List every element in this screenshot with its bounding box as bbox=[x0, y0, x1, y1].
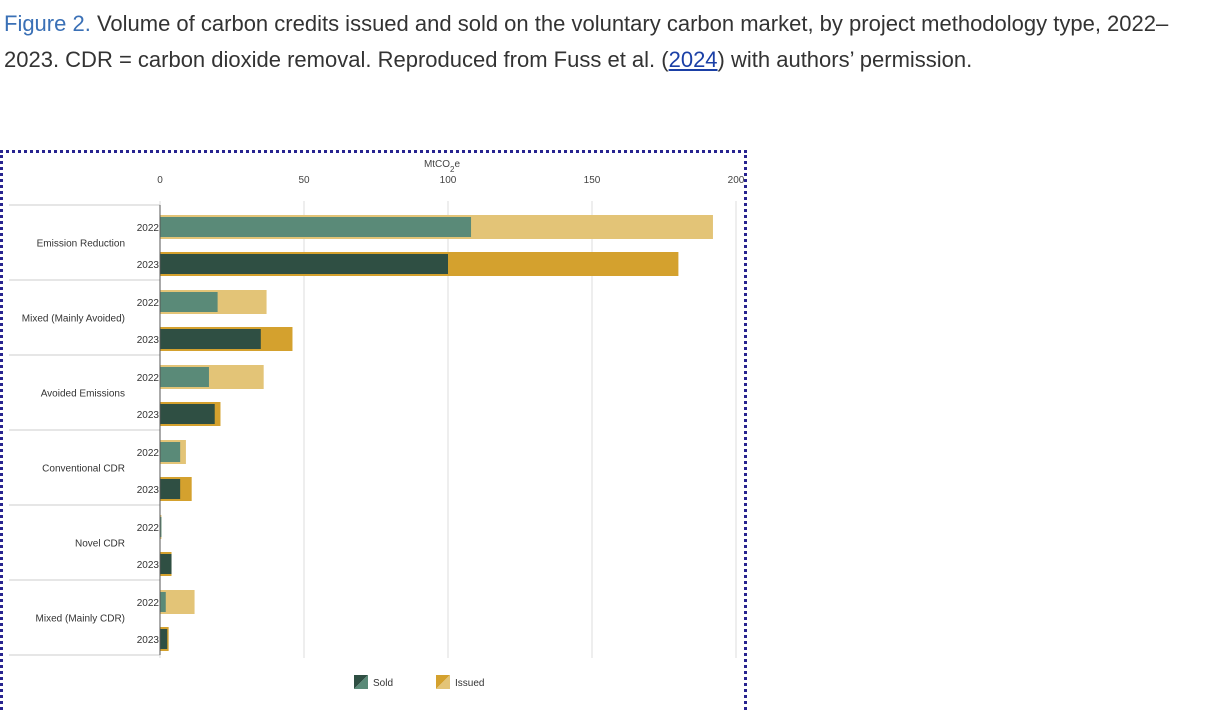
sold-bar bbox=[160, 404, 215, 424]
legend-label: Sold bbox=[373, 678, 393, 689]
figure-label: Figure 2. bbox=[4, 11, 91, 36]
legend-label: Issued bbox=[455, 678, 484, 689]
figure-caption: Figure 2. Volume of carbon credits issue… bbox=[4, 6, 1204, 78]
category-label: Mixed (Mainly Avoided) bbox=[22, 314, 125, 325]
year-label: 2022 bbox=[137, 298, 160, 309]
year-label: 2022 bbox=[137, 523, 160, 534]
x-tick-label: 0 bbox=[157, 175, 163, 186]
sold-bar bbox=[160, 329, 261, 349]
category-label: Avoided Emissions bbox=[41, 389, 125, 400]
figure-frame: 0 50 100 150 200 Emission Reduction 2022 2023 M… bbox=[0, 150, 747, 710]
year-label: 2023 bbox=[137, 560, 160, 571]
year-label: 2023 bbox=[137, 635, 160, 646]
year-label: 2022 bbox=[137, 373, 160, 384]
sold-bar bbox=[160, 592, 166, 612]
sold-bar bbox=[160, 629, 168, 649]
category-label: Emission Reduction bbox=[37, 239, 125, 250]
x-tick-label: 150 bbox=[584, 175, 601, 186]
sold-bar bbox=[160, 217, 472, 237]
x-tick-label: 200 bbox=[728, 175, 744, 186]
sold-bar bbox=[160, 367, 209, 387]
caption-text-end: ) with authors’ permission. bbox=[717, 47, 973, 72]
citation-link[interactable]: 2024 bbox=[668, 47, 718, 72]
x-tick-label: 100 bbox=[440, 175, 457, 186]
sold-bar bbox=[160, 554, 172, 574]
category-label: Mixed (Mainly CDR) bbox=[36, 614, 125, 625]
sold-bar bbox=[160, 479, 181, 499]
category-label: Conventional CDR bbox=[42, 464, 125, 475]
x-axis-title: MtCO2e bbox=[424, 159, 461, 174]
year-label: 2023 bbox=[137, 260, 160, 271]
year-label: 2023 bbox=[137, 410, 160, 421]
sold-bar bbox=[160, 442, 181, 462]
sold-bar bbox=[160, 292, 218, 312]
year-label: 2022 bbox=[137, 448, 160, 459]
legend-swatch-shade bbox=[436, 675, 450, 689]
year-label: 2022 bbox=[137, 223, 160, 234]
year-label: 2023 bbox=[137, 335, 160, 346]
legend: Sold Issued bbox=[354, 675, 484, 689]
legend-swatch-shade bbox=[354, 675, 368, 689]
category-label: Novel CDR bbox=[75, 539, 125, 550]
sold-bar bbox=[160, 254, 448, 274]
year-label: 2022 bbox=[137, 598, 160, 609]
year-label: 2023 bbox=[137, 485, 160, 496]
caption-text: Volume of carbon credits issued and sold… bbox=[4, 11, 1169, 72]
sold-bar bbox=[160, 517, 162, 537]
x-tick-label: 50 bbox=[298, 175, 310, 186]
bar-chart: 0 50 100 150 200 Emission Reduction 2022 2023 M… bbox=[9, 159, 745, 689]
